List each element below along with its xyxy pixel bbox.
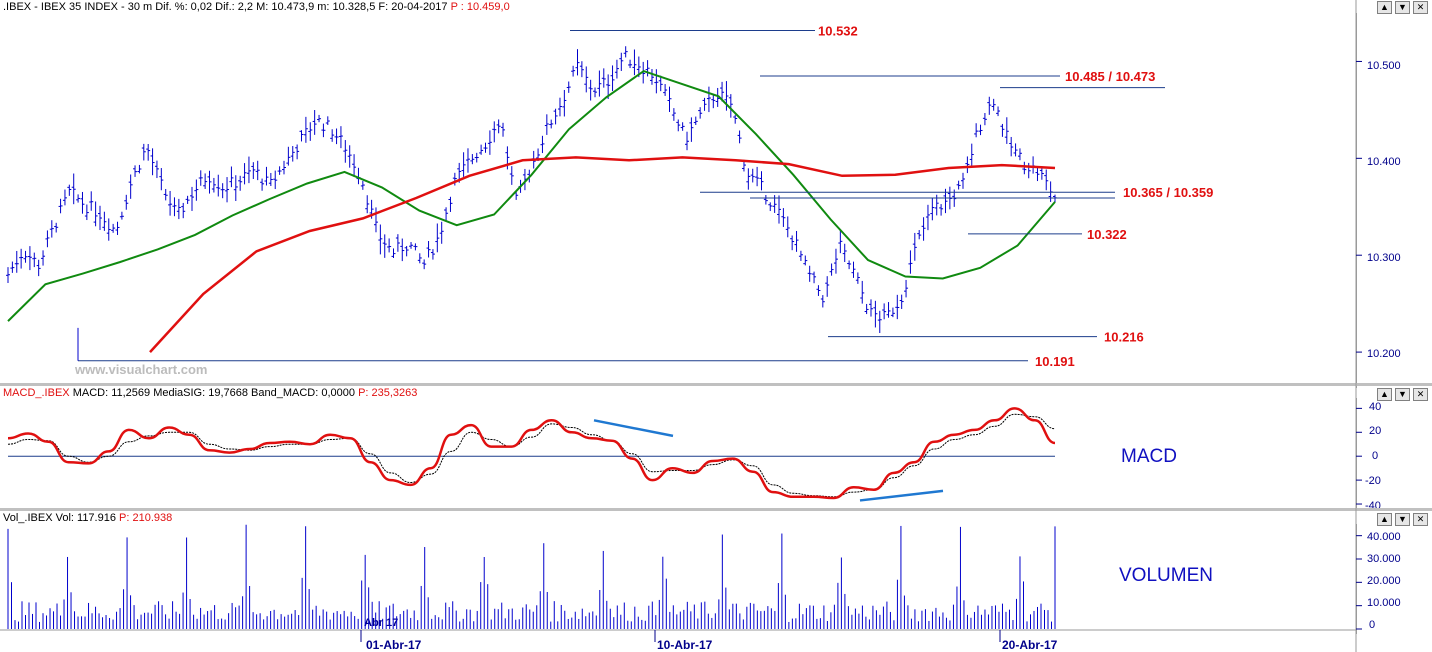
volume-panel-label: VOLUMEN — [1119, 565, 1213, 586]
bearish-divergence-trendline — [593, 419, 674, 438]
panel-separator[interactable] — [0, 508, 1432, 511]
macd-tick: 20 — [1369, 425, 1382, 437]
volume-y-axis: 40.000 30.000 20.000 10.000 0 — [1356, 524, 1432, 634]
macd-signal-line — [7, 413, 1056, 498]
volume-tick: 20.000 — [1367, 575, 1401, 587]
symbol-label: .IBEX - IBEX 35 INDEX - 30 m — [3, 1, 153, 13]
macd-panel-label: MACD — [1121, 446, 1177, 467]
level-label: 10.365 / 10.359 — [1123, 185, 1213, 200]
price-tick: 10.200 — [1367, 348, 1401, 360]
x-axis-label: 20-Abr-17 — [1002, 638, 1058, 652]
volume-name: Vol_.IBEX — [3, 512, 53, 524]
macd-stats: MACD: 11,2569 MediaSIG: 19,7668 Band_MAC… — [72, 387, 355, 399]
scroll-down-icon[interactable]: ▼ — [1395, 1, 1410, 14]
level-label: 10.485 / 10.473 — [1065, 69, 1155, 84]
macd-tick: -20 — [1365, 475, 1381, 487]
volume-tick: 0 — [1369, 619, 1376, 631]
volume-window-controls: ▲ ▼ ✕ — [1377, 513, 1428, 526]
price-tick: 10.500 — [1367, 60, 1401, 72]
volume-panel-header: Vol_.IBEX Vol: 117.916 P: 210.938 — [3, 512, 172, 524]
macd-panel-header: MACD_.IBEX MACD: 11,2569 MediaSIG: 19,76… — [3, 387, 417, 399]
scroll-up-icon[interactable]: ▲ — [1377, 513, 1392, 526]
macd-tick: 40 — [1369, 401, 1382, 413]
price-tick: 10.400 — [1367, 156, 1401, 168]
level-label: 10.322 — [1087, 227, 1127, 242]
level-label: 10.191 — [1035, 354, 1075, 369]
volume-tick: 10.000 — [1367, 597, 1401, 609]
short-moving-average-line — [7, 69, 1056, 322]
scroll-up-icon[interactable]: ▲ — [1377, 388, 1392, 401]
bullish-divergence-trendline — [859, 489, 944, 502]
scroll-down-icon[interactable]: ▼ — [1395, 388, 1410, 401]
watermark-text: www.visualchart.com — [74, 362, 207, 377]
level-label: 10.216 — [1104, 330, 1144, 345]
macd-window-controls: ▲ ▼ ✕ — [1377, 388, 1428, 401]
long-moving-average-line — [149, 156, 1056, 353]
volume-stats: Vol: 117.916 — [55, 512, 116, 524]
last-price: P : 10.459,0 — [450, 1, 510, 13]
macd-name: MACD_.IBEX — [3, 387, 70, 399]
macd-last: P: 235,3263 — [358, 387, 418, 399]
macd-tick: 0 — [1372, 450, 1379, 462]
scroll-down-icon[interactable]: ▼ — [1395, 513, 1410, 526]
volume-tick: 40.000 — [1367, 531, 1401, 543]
close-icon[interactable]: ✕ — [1413, 388, 1428, 401]
close-icon[interactable]: ✕ — [1413, 1, 1428, 14]
price-stats: Dif. %: 0,02 Dif.: 2,2 M: 10.473,9 m: 10… — [155, 1, 448, 13]
x-axis-label: 10-Abr-17 — [657, 638, 713, 652]
x-axis-label: 01-Abr-17 — [366, 638, 422, 652]
volume-panel[interactable] — [0, 511, 1356, 652]
price-panel-header: .IBEX - IBEX 35 INDEX - 30 m Dif. %: 0,0… — [3, 1, 510, 13]
price-window-controls: ▲ ▼ ✕ — [1377, 1, 1428, 14]
price-panel[interactable] — [0, 0, 1356, 388]
close-icon[interactable]: ✕ — [1413, 513, 1428, 526]
panel-separator[interactable] — [0, 383, 1432, 386]
level-label: 10.532 — [818, 23, 858, 38]
macd-y-axis: 40 20 0 -20 -40 — [1356, 398, 1432, 512]
volume-tick: 30.000 — [1367, 553, 1401, 565]
scroll-up-icon[interactable]: ▲ — [1377, 1, 1392, 14]
volume-last: P: 210.938 — [119, 512, 173, 524]
price-tick: 10.300 — [1367, 252, 1401, 264]
price-y-axis: 10.500 10.400 10.300 10.200 — [1356, 13, 1432, 388]
macd-panel[interactable] — [0, 386, 1356, 510]
macd-line — [7, 407, 1056, 500]
